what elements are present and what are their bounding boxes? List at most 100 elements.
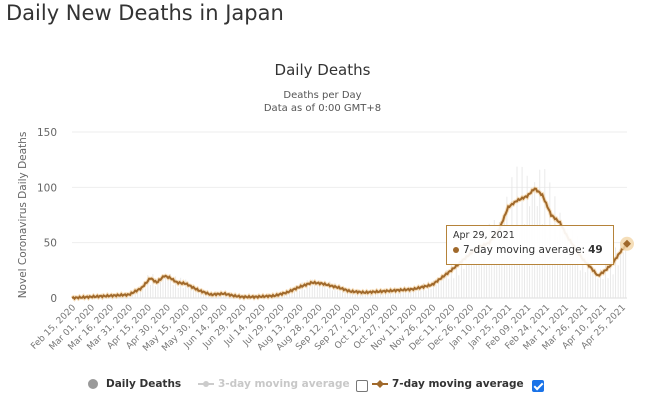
daily-deaths-bar — [180, 277, 182, 298]
daily-deaths-bar — [620, 244, 622, 298]
daily-deaths-bar — [418, 285, 419, 298]
daily-deaths-bar — [142, 283, 144, 298]
daily-deaths-bar — [430, 288, 432, 298]
chart-subtitle: Deaths per Day — [283, 90, 362, 101]
daily-deaths-bar — [412, 288, 414, 298]
daily-deaths-bar — [377, 291, 379, 298]
daily-deaths-bar — [557, 236, 558, 298]
seven-day-average-series — [71, 187, 627, 301]
daily-deaths-bar — [448, 278, 450, 298]
daily-deaths-bar — [175, 276, 177, 298]
daily-deaths-bar — [155, 286, 156, 298]
daily-deaths-bar — [552, 242, 553, 298]
daily-deaths-bar — [309, 287, 311, 298]
daily-deaths-bar — [433, 280, 434, 298]
legend-item-daily-deaths[interactable]: Daily Deaths — [88, 378, 181, 390]
daily-deaths-bar — [473, 246, 475, 298]
line-marker-icon — [372, 380, 388, 388]
daily-deaths-bar — [428, 281, 429, 298]
daily-deaths-bar — [496, 245, 498, 298]
daily-deaths-bar — [415, 290, 417, 298]
daily-deaths-bar — [402, 291, 404, 298]
daily-deaths-bar — [210, 295, 212, 298]
daily-deaths-bar — [443, 278, 445, 298]
seven-day-average-line — [71, 186, 634, 302]
daily-deaths-bar — [514, 234, 515, 298]
7-day-average-checkbox[interactable] — [532, 380, 544, 392]
daily-deaths-bar — [471, 252, 472, 298]
y-tick-label: 50 — [44, 238, 57, 250]
daily-deaths-bar — [342, 290, 343, 298]
line-marker-icon — [198, 381, 214, 387]
daily-deaths-bar — [605, 261, 606, 298]
daily-deaths-bar — [149, 284, 151, 298]
legend-item-3-day-average[interactable]: 3-day moving average — [198, 378, 350, 390]
daily-deaths-bar — [311, 279, 313, 298]
daily-deaths-bar — [458, 275, 460, 298]
daily-deaths-bar — [134, 291, 136, 298]
y-tick-label: 150 — [37, 127, 57, 139]
daily-deaths-bar — [425, 290, 427, 298]
legend-item-7-day-average[interactable]: 7-day moving average — [372, 378, 524, 390]
daily-deaths-bar — [329, 281, 331, 298]
daily-deaths-bar — [306, 279, 308, 298]
daily-deaths-bar — [453, 278, 455, 298]
daily-deaths-bar — [304, 289, 306, 298]
circle-icon — [88, 379, 98, 389]
chart-data-date: Data as of 0:00 GMT+8 — [263, 103, 382, 114]
daily-deaths-bar — [407, 290, 409, 298]
daily-deaths-bar — [615, 247, 617, 298]
daily-deaths-bar — [283, 292, 285, 298]
daily-deaths-bar — [190, 284, 192, 298]
daily-deaths-bar — [294, 291, 295, 298]
daily-deaths-bar — [354, 293, 356, 298]
daily-deaths-bar — [314, 284, 316, 298]
hovered-point[interactable] — [623, 239, 631, 248]
daily-deaths-bar — [519, 233, 520, 298]
3-day-average-checkbox[interactable] — [356, 380, 368, 392]
daily-deaths-bar — [423, 282, 424, 298]
daily-deaths-bar — [491, 257, 493, 298]
daily-deaths-bar — [349, 291, 351, 298]
daily-deaths-bar — [334, 282, 336, 298]
daily-deaths-bar — [195, 289, 197, 298]
daily-deaths-bar — [455, 254, 457, 298]
tooltip-series-marker-icon — [453, 247, 459, 253]
daily-deaths-bar — [574, 264, 576, 298]
legend-label: Daily Deaths — [106, 378, 182, 390]
daily-deaths-bar — [577, 235, 579, 298]
y-axis-ticks: 0 50 100 150 — [37, 127, 57, 305]
daily-deaths-bar — [610, 253, 611, 298]
daily-deaths-bar — [192, 288, 194, 298]
daily-deaths-bar — [203, 290, 204, 298]
daily-deaths-bar — [337, 290, 338, 298]
daily-deaths-bar — [316, 282, 318, 298]
daily-deaths-bar — [445, 269, 447, 298]
daily-deaths-bar — [582, 246, 584, 298]
daily-deaths-bar — [339, 285, 341, 298]
daily-deaths-bar — [387, 292, 389, 298]
daily-deaths-bar — [420, 290, 422, 298]
daily-deaths-bar — [564, 235, 566, 298]
legend-label: 3-day moving average — [218, 378, 350, 390]
daily-deaths-bar — [594, 272, 596, 298]
page-title: Daily New Deaths in Japan — [6, 1, 284, 25]
daily-deaths-bar — [597, 278, 599, 298]
daily-deaths-bar — [390, 288, 391, 298]
daily-deaths-bar — [170, 273, 172, 298]
daily-deaths-bar — [600, 269, 601, 298]
daily-deaths-bar — [321, 285, 323, 298]
daily-deaths-bar — [382, 292, 384, 298]
daily-deaths-bar — [435, 284, 437, 298]
daily-deaths-bar — [460, 250, 462, 298]
daily-deaths-bar — [299, 290, 300, 298]
daily-deaths-bar — [147, 274, 149, 298]
daily-deaths-bar — [177, 287, 179, 298]
daily-deaths-bar — [344, 288, 346, 298]
daily-deaths-bar — [375, 292, 376, 298]
daily-deaths-bar — [466, 249, 467, 298]
daily-deaths-bar — [152, 274, 154, 298]
daily-deaths-bar — [380, 291, 381, 298]
